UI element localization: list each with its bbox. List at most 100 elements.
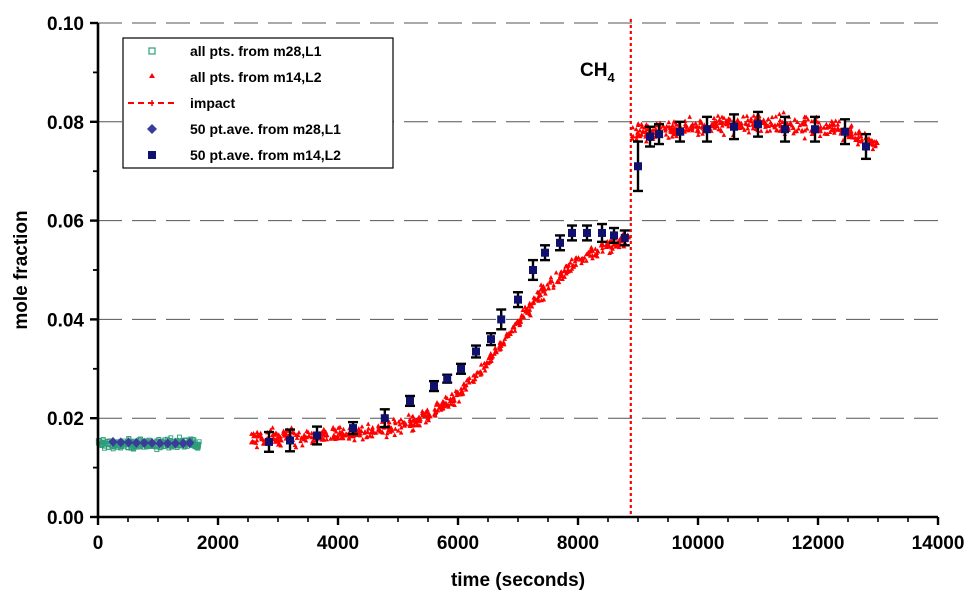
point-m14-raw: [488, 351, 494, 356]
point-m14-raw: [496, 345, 502, 350]
point-m14-raw: [836, 118, 842, 124]
point-m14-raw: [449, 391, 455, 396]
point-m28-average: [116, 437, 126, 448]
point-m14-raw: [524, 310, 530, 315]
point-m14-raw: [386, 419, 392, 424]
point-m14-raw: [300, 443, 305, 448]
point-m14-raw: [721, 132, 727, 137]
point-m14-raw: [459, 389, 464, 394]
point-m14-raw: [392, 432, 398, 438]
point-m28-average: [178, 438, 188, 449]
point-m14-raw: [639, 123, 645, 129]
point-m14-raw: [594, 250, 600, 256]
point-m14-raw: [715, 123, 720, 129]
point-m28-average: [108, 436, 118, 447]
point-m14-raw: [324, 436, 329, 442]
point-m14-raw: [425, 407, 430, 412]
point-m14-raw: [573, 255, 578, 261]
point-m14-raw: [527, 302, 533, 307]
point-m14-raw: [411, 427, 416, 432]
point-m14-raw: [644, 138, 649, 144]
point-m14-average: [703, 125, 711, 134]
point-m14-raw: [795, 119, 800, 125]
point-m14-raw: [498, 343, 504, 349]
point-m14-raw: [796, 126, 801, 131]
point-m14-raw: [408, 420, 414, 426]
point-m14-average: [811, 125, 819, 134]
point-m14-raw: [456, 399, 462, 404]
point-m14-raw: [487, 354, 493, 360]
point-m14-raw: [362, 429, 368, 434]
point-m14-raw: [407, 417, 413, 422]
point-m14-raw: [584, 258, 589, 263]
point-m14-raw: [492, 351, 497, 356]
point-m14-raw: [442, 401, 447, 407]
legend-label-m28-ave: 50 pt.ave. from m28,L1: [190, 121, 341, 137]
point-m14-raw: [393, 426, 398, 431]
point-m14-raw: [653, 126, 658, 131]
point-m14-raw: [535, 296, 540, 301]
point-m14-raw: [402, 423, 408, 428]
point-m14-raw: [725, 120, 730, 126]
point-m14-raw: [309, 430, 315, 436]
point-m14-raw: [390, 428, 395, 433]
point-m14-raw: [751, 113, 757, 118]
y-tick-label: 0.08: [47, 113, 84, 134]
point-m14-raw: [528, 312, 533, 318]
point-m14-raw: [393, 420, 398, 426]
point-m14-raw: [296, 429, 302, 435]
point-m14-raw: [370, 425, 375, 430]
point-m14-raw: [696, 124, 702, 129]
point-m14-raw: [443, 394, 448, 399]
point-m14-raw: [607, 250, 612, 255]
point-m14-raw: [639, 132, 644, 137]
point-m14-raw: [521, 314, 527, 319]
point-m14-raw: [809, 131, 815, 137]
point-m14-raw: [556, 279, 562, 285]
point-m14-raw: [471, 373, 476, 378]
point-m14-raw: [464, 377, 470, 383]
point-m14-raw: [249, 431, 254, 436]
point-m14-raw: [629, 133, 635, 139]
point-m14-raw: [336, 425, 341, 430]
point-m14-raw: [849, 131, 854, 137]
point-m14-raw: [668, 129, 673, 134]
point-m14-raw: [398, 430, 404, 435]
point-m14-raw: [765, 123, 770, 128]
point-m14-raw: [775, 122, 780, 127]
point-m14-average: [529, 266, 537, 274]
point-m14-raw: [454, 392, 460, 398]
point-m14-raw: [767, 128, 773, 133]
point-m14-raw: [414, 419, 419, 425]
point-m14-raw: [351, 433, 357, 439]
point-m14-raw: [398, 425, 404, 430]
point-m14-raw: [489, 358, 494, 363]
point-m28-average: [155, 438, 165, 449]
point-m28-raw: [105, 444, 111, 450]
x-tick-label: 0: [93, 533, 104, 554]
point-m14-raw: [279, 438, 284, 443]
point-m14-raw: [364, 434, 370, 439]
point-m14-raw: [357, 432, 363, 438]
point-m14-raw: [484, 359, 490, 365]
point-m14-raw: [799, 127, 805, 133]
ch4-annotation-main: CH: [580, 60, 607, 81]
point-m14-raw: [777, 111, 782, 117]
point-m14-raw: [849, 129, 854, 134]
point-m14-raw: [635, 121, 641, 126]
point-m14-raw: [744, 113, 750, 118]
point-m14-raw: [303, 438, 309, 443]
point-m14-raw: [633, 126, 639, 132]
point-m14-raw: [683, 121, 688, 126]
point-m14-raw: [829, 118, 835, 124]
point-m14-raw: [397, 421, 403, 427]
point-m14-raw: [536, 289, 542, 295]
point-m14-raw: [501, 339, 506, 345]
point-m14-raw: [858, 133, 864, 139]
point-m14-raw: [870, 146, 876, 152]
point-m14-average: [443, 374, 452, 383]
point-m14-raw: [593, 246, 598, 251]
point-m14-raw: [541, 287, 546, 292]
point-m14-raw: [259, 435, 264, 441]
